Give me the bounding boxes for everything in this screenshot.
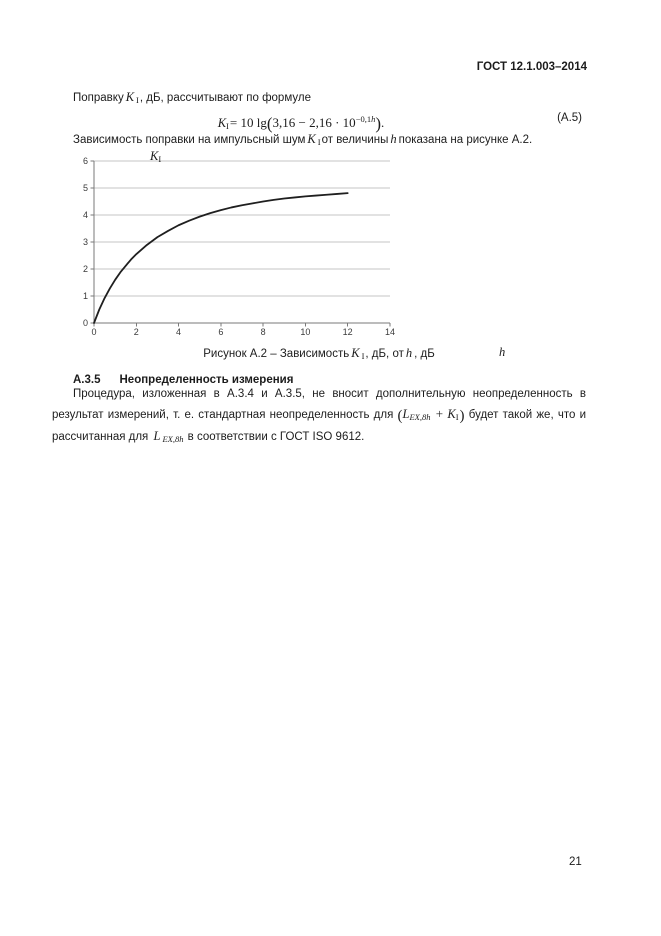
formula-inner-terms: 3,16 − 2,16 · 10 [272, 115, 356, 130]
formula-var-K: K [217, 116, 227, 130]
x-tick-label: 12 [343, 327, 353, 337]
y-tick-label: 0 [83, 318, 88, 328]
math-var-K: K [125, 90, 135, 104]
math-var-L: L [402, 407, 410, 421]
chart-ylabel-K: K [150, 149, 159, 163]
math-var-K: K [447, 407, 456, 421]
formula-sub-I: I [226, 121, 229, 131]
math-sub-EX8h: EX,8h [409, 412, 431, 422]
page-number: 21 [569, 856, 582, 868]
y-tick-label: 2 [83, 264, 88, 274]
body-line3-text-after: в соответствии с ГОСТ ISO 9612. [184, 431, 365, 443]
intro-text-after: , дБ, рассчитывают по формуле [139, 92, 311, 104]
x-tick-label: 10 [300, 327, 310, 337]
formula-exponent-var: h [371, 114, 376, 124]
math-sub-I: I [361, 351, 365, 361]
y-tick-label: 4 [83, 210, 88, 220]
section-title: Неопределенность измерения [119, 374, 294, 386]
body-line2-text-after: будет такой же, что и [464, 409, 586, 421]
doc-header-title: ГОСТ 12.1.003–2014 [476, 61, 587, 73]
body-paragraph: Процедура, изложенная в А.3.4 и А.3.5, н… [52, 385, 586, 449]
y-tick-label: 6 [83, 156, 88, 166]
math-plus-sign: + [431, 406, 448, 421]
body-line-3: рассчитанная для L EX,8h в соответствии с… [52, 427, 586, 449]
x-tick-label: 14 [385, 327, 395, 337]
math-sub-I: I [317, 137, 321, 147]
x-var-h: h [499, 345, 506, 359]
formula-expression: KI= 10 lg(3,16 − 2,16 · 10−0,1h). [52, 104, 586, 141]
chart-x-axis-var: h [499, 345, 505, 360]
dep-text-after: показана на рисунке А.2. [398, 134, 533, 146]
formula-rhs-prefix: = 10 lg [229, 115, 267, 130]
chart-curve [93, 192, 349, 324]
formula-open-paren: ( [266, 114, 273, 133]
section-number: А.3.5 [73, 374, 101, 386]
formula-number-label: (А.5) [557, 112, 582, 124]
math-sub-I: I [136, 95, 139, 105]
math-var-K: K [351, 346, 360, 360]
caption-mid: , дБ, от [365, 348, 404, 360]
formula-period: . [381, 115, 385, 130]
caption-suffix: , дБ [414, 348, 435, 360]
dep-text-before: Зависимость поправки на импульсный шум [73, 134, 306, 146]
dep-text-mid: от величины [321, 134, 389, 146]
section-heading: А.3.5 Неопределенность измерения [52, 374, 586, 387]
caption-prefix: Рисунок А.2 – Зависимость [203, 348, 350, 360]
math-sub-EX8h: EX,8h [162, 434, 184, 444]
chart-ylabel-sub-I: I [158, 154, 162, 164]
y-tick-label: 3 [83, 237, 88, 247]
x-tick-label: 2 [134, 327, 139, 337]
x-tick-label: 8 [261, 327, 266, 337]
intro-text-before: Поправку [73, 92, 124, 104]
formula-block: KI= 10 lg(3,16 − 2,16 · 10−0,1h). (А.5) [52, 104, 586, 134]
chart-y-axis-label: KI [150, 149, 162, 164]
x-tick-label: 6 [218, 327, 223, 337]
math-var-K: K [307, 132, 316, 146]
dependence-paragraph: Зависимость поправки на импульсный шум K I… [52, 132, 586, 149]
body-line3-text: рассчитанная для [52, 431, 152, 443]
x-tick-label: 4 [176, 327, 181, 337]
math-var-h: h [390, 132, 397, 146]
intro-paragraph: Поправку K I, дБ, рассчитывают по формуле [52, 90, 586, 107]
figure-caption: Рисунок А.2 – Зависимость K I, дБ, от h, дБ [52, 346, 586, 363]
body-line2-text: результат измерений, т. е. стандартная н… [52, 409, 398, 421]
math-var-h: h [405, 346, 413, 360]
y-tick-label: 5 [83, 183, 88, 193]
y-tick-label: 1 [83, 291, 88, 301]
math-var-L: L [153, 429, 161, 443]
formula-exponent: −0,1 [355, 114, 372, 124]
math-close-paren: ) [459, 408, 465, 424]
x-tick-label: 0 [91, 327, 96, 337]
math-open-paren: ( [397, 408, 403, 424]
formula-close-paren: ) [375, 114, 382, 133]
body-line-2: результат измерений, т. е. стандартная н… [52, 404, 586, 427]
body-line-1: Процедура, изложенная в А.3.4 и А.3.5, н… [73, 388, 586, 400]
math-sub-I: I [455, 412, 459, 422]
